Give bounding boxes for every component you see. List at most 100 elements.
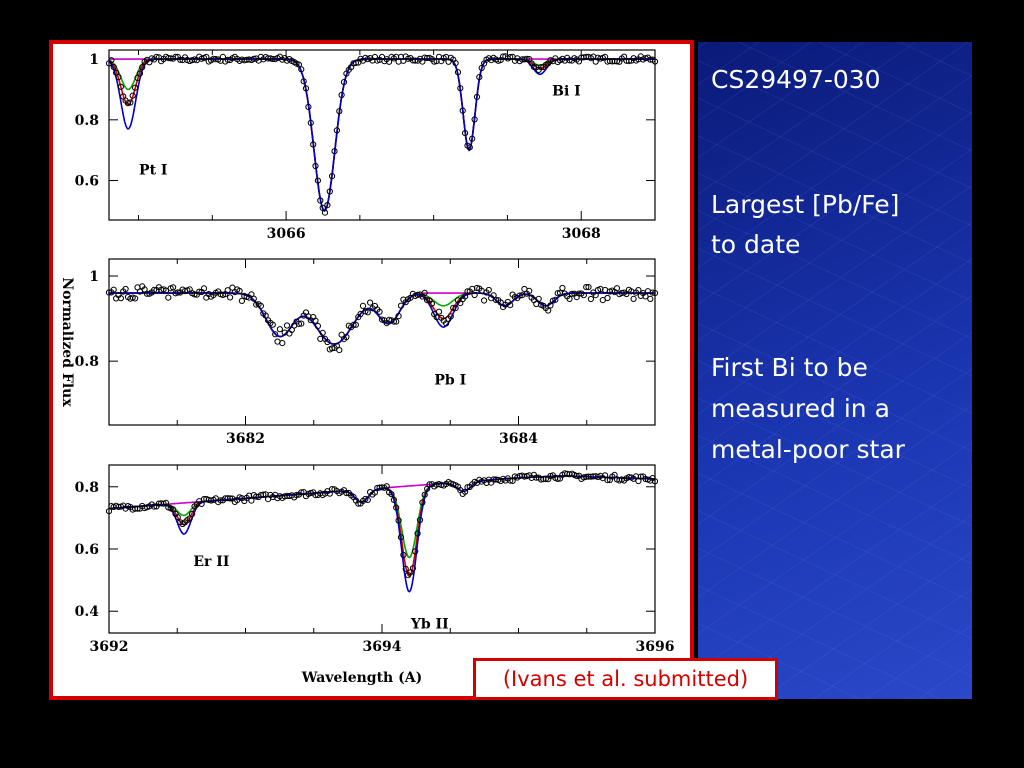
synthetic-no-element-curve (109, 58, 655, 212)
observed-data-point (481, 297, 488, 304)
observed-data-point (350, 321, 357, 328)
observed-data-point (310, 141, 317, 148)
observed-data-point (305, 103, 312, 111)
spectral-line-label: Pb I (434, 373, 466, 389)
y-axis-title: Normalized Flux (59, 277, 75, 407)
observed-data-point (388, 491, 395, 498)
x-tick-label: 3682 (226, 431, 265, 447)
observed-data-point (324, 338, 331, 346)
y-tick-label: 0.4 (75, 604, 100, 620)
observed-data-point (452, 305, 459, 312)
observed-data-point (383, 483, 390, 490)
observed-data-point (637, 473, 644, 480)
observed-data-point (331, 148, 338, 155)
observed-data-point (110, 63, 117, 71)
observed-data-point (397, 302, 405, 309)
observed-data-point (333, 127, 340, 134)
observed-data-point (538, 64, 545, 71)
star-name-heading: CS29497-030 (711, 65, 881, 94)
synthetic-high-abundance-curve (108, 475, 655, 593)
observed-data-point (134, 505, 141, 512)
observed-data-point (329, 173, 336, 180)
observed-data-point (283, 322, 291, 329)
observed-data-point (604, 294, 611, 302)
x-tick-label: 3066 (267, 226, 306, 242)
y-tick-label: 0.6 (75, 542, 99, 558)
observed-data-point (580, 292, 587, 299)
observed-data-point (336, 347, 343, 354)
observed-data-point (340, 79, 348, 86)
observed-data-point (359, 302, 367, 309)
y-tick-label: 0.8 (75, 113, 99, 129)
spectra-chart-svg: 3066 3068 0.6 0.8 1 Pt I Bi I 3682 3684 0.8 1 Pb I N… (59, 49, 674, 686)
observed-data-point (583, 284, 590, 291)
observed-data-point (257, 302, 264, 309)
observed-data-point (224, 287, 231, 294)
observed-data-point (238, 297, 245, 304)
observed-data-point (262, 312, 269, 319)
observed-data-point (312, 317, 319, 324)
observed-data-point (464, 288, 471, 295)
observed-data-point (352, 59, 359, 66)
x-tick-label: 3684 (499, 431, 538, 447)
panel-frame (108, 258, 656, 426)
synthetic-high-abundance-curve (108, 58, 655, 212)
slide-background-panel (698, 42, 972, 699)
observed-data-point (526, 287, 533, 294)
observed-data-point (200, 285, 208, 292)
observed-data-point (393, 318, 400, 325)
observed-data-point (545, 307, 552, 314)
observed-data-point (507, 302, 514, 309)
observed-data-point (397, 534, 405, 541)
spectral-line-label: Yb II (410, 616, 449, 632)
observed-data-point (604, 477, 611, 484)
bullet-1-line-2: to date (711, 230, 801, 259)
observed-data-point (523, 55, 530, 62)
observed-data-point (419, 499, 426, 506)
observed-data-point (329, 345, 336, 352)
observed-data-point (300, 78, 307, 85)
observed-data-point (127, 99, 134, 106)
observed-data-point (321, 209, 329, 216)
observed-data-point (177, 56, 184, 63)
observed-data-point (471, 291, 478, 299)
observed-data-point (364, 496, 371, 503)
observed-data-point (386, 58, 393, 65)
observed-data-point (471, 116, 478, 123)
observed-data-point (295, 320, 302, 327)
y-tick-label: 0.8 (75, 354, 99, 370)
observed-data-point (314, 177, 321, 184)
observed-data-point (395, 517, 402, 524)
observed-data-point (319, 204, 326, 211)
observed-data-point (174, 514, 181, 521)
observed-data-point (110, 286, 117, 293)
observed-data-point (189, 510, 196, 518)
citation-box: (Ivans et al. submitted) (473, 658, 778, 700)
observed-data-point (272, 331, 279, 338)
x-tick-label: 3068 (562, 226, 601, 242)
spectral-line-label: Pt I (139, 162, 167, 178)
bullet-2-line-1: First Bi to be (711, 353, 868, 382)
observed-data-point (602, 472, 609, 479)
observed-data-point (454, 69, 462, 76)
observed-data-point (462, 293, 469, 300)
observed-data-point (279, 340, 286, 347)
observed-data-point (568, 290, 576, 297)
observed-data-point (172, 53, 179, 60)
observed-data-point (151, 503, 158, 510)
observed-data-point (414, 530, 421, 537)
observed-data-point (227, 495, 234, 502)
observed-data-point (630, 295, 637, 302)
observed-data-point (447, 313, 454, 320)
observed-data-point (625, 58, 633, 65)
observed-data-point (421, 289, 428, 296)
x-axis-title: Wavelength (A) (301, 670, 422, 686)
observed-data-point (635, 287, 642, 294)
observed-data-point (355, 500, 362, 507)
observed-data-point (376, 308, 383, 315)
observed-data-point (343, 333, 350, 341)
observed-data-point (552, 296, 559, 303)
observed-data-point (542, 475, 549, 482)
observed-data-point (191, 291, 198, 298)
y-tick-label: 0.8 (75, 480, 99, 496)
